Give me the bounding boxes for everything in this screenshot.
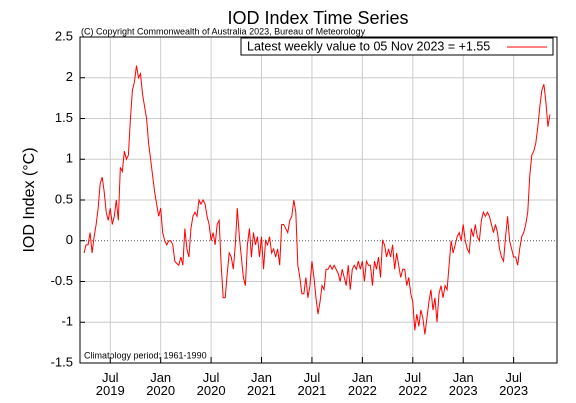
x-tick-label: Jul 2022 — [398, 370, 428, 398]
data-line — [83, 65, 551, 335]
y-tick-label: 0.5 — [55, 191, 73, 206]
x-tick-label: Jan 2020 — [146, 370, 176, 398]
legend-label: Latest weekly value to 05 Nov 2023 = +1.… — [247, 39, 490, 53]
chart-title: IOD Index Time Series — [227, 8, 408, 28]
y-tick-label: 1 — [66, 151, 73, 166]
y-axis-label: IOD Index (°C) — [21, 147, 38, 252]
x-tick-label: Jul 2020 — [196, 370, 226, 398]
y-tick-label: 1.5 — [55, 110, 73, 125]
legend-box — [240, 37, 554, 56]
y-tick-label: -1.5 — [51, 354, 73, 369]
x-tick-label: Jul 2021 — [297, 370, 327, 398]
plot-frame — [79, 36, 558, 364]
x-tick-label: Jan 2021 — [247, 370, 276, 398]
copyright: (C) Copyright Commonwealth of Australia … — [81, 26, 366, 36]
climatology-note: Climatology period: 1961-1990 — [84, 350, 207, 360]
x-tick-label: Jul 2019 — [95, 370, 125, 398]
x-tick-label: Jan 2022 — [347, 370, 377, 398]
x-tick-label: Jan 2023 — [448, 370, 478, 398]
y-tick-label: -1 — [61, 314, 73, 329]
y-tick-label: 0 — [66, 232, 73, 247]
y-tick-label: 2 — [66, 69, 73, 84]
y-tick-label: 2.5 — [55, 28, 73, 43]
y-tick-label: -0.5 — [51, 273, 73, 288]
x-tick-label: Jul 2023 — [499, 370, 529, 398]
